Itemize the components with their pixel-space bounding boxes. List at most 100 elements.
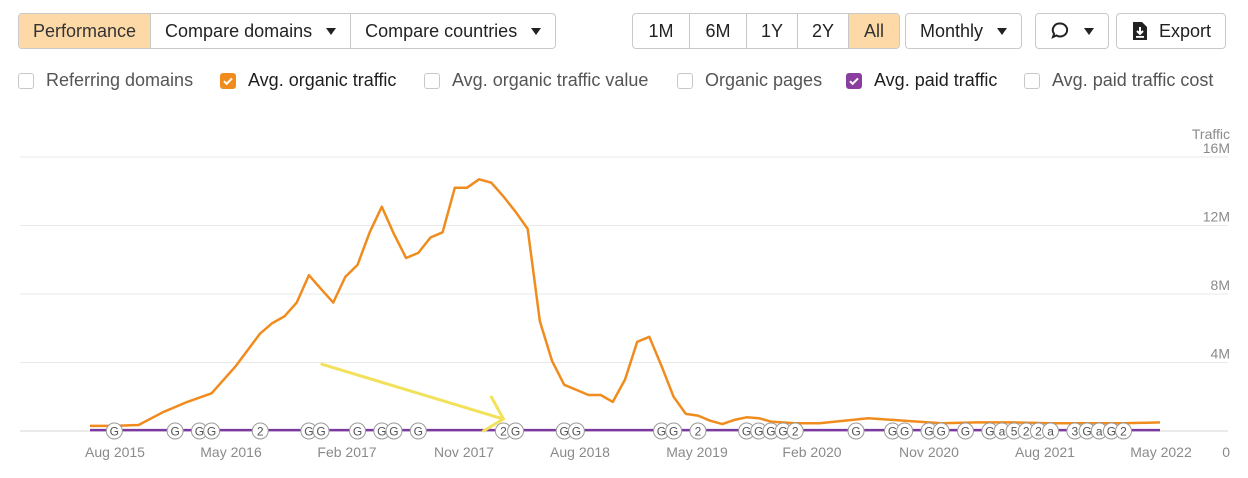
checkbox-unchecked[interactable] — [1024, 72, 1040, 89]
x-tick-label: May 2019 — [666, 444, 728, 460]
compare-countries-dropdown[interactable]: Compare countries — [351, 14, 555, 48]
annotation-marker-label: a — [1096, 425, 1103, 439]
caret-down-icon — [1084, 27, 1094, 35]
view-tabs: Performance Compare domains Compare coun… — [18, 13, 557, 49]
annotation-marker[interactable]: G — [203, 422, 221, 440]
legend-avg-organic-traffic[interactable]: Avg. organic traffic — [220, 70, 396, 91]
annotation-marker-label: G — [195, 425, 204, 439]
x-tick-label: Feb 2017 — [317, 444, 376, 460]
legend-referring-domains[interactable]: Referring domains — [18, 70, 193, 91]
range-1m-button[interactable]: 1M — [633, 14, 690, 48]
legend-avg-paid-traffic-cost[interactable]: Avg. paid traffic cost — [1024, 70, 1213, 91]
annotation-marker-label: G — [572, 425, 581, 439]
annotation-marker[interactable]: G — [847, 422, 865, 440]
y-tick-label: 12M — [1203, 209, 1230, 225]
annotation-marker-label: a — [1047, 425, 1054, 439]
annotation-marker[interactable]: G — [409, 422, 427, 440]
annotation-marker[interactable]: 2 — [689, 422, 707, 440]
y-tick-label: 16M — [1203, 140, 1230, 156]
annotation-marker-label: G — [1082, 425, 1091, 439]
checkmark-icon — [849, 77, 859, 85]
annotation-marker-label: G — [851, 425, 860, 439]
checkbox-unchecked[interactable] — [424, 72, 440, 89]
annotation-marker-label: G — [1107, 425, 1116, 439]
annotation-marker-label: G — [207, 425, 216, 439]
range-6m-button[interactable]: 6M — [690, 14, 747, 48]
annotation-marker[interactable]: 2 — [251, 422, 269, 440]
annotation-marker[interactable]: G — [762, 422, 780, 440]
annotation-marker-label: G — [414, 425, 423, 439]
download-file-icon — [1133, 22, 1147, 40]
legend-label: Referring domains — [46, 70, 194, 90]
compare-domains-dropdown[interactable]: Compare domains — [151, 14, 352, 48]
annotation-marker[interactable]: G — [932, 422, 950, 440]
legend-label: Avg. paid traffic cost — [1052, 70, 1214, 90]
annotation-marker-label: 2 — [1120, 425, 1127, 439]
range-1y-button[interactable]: 1Y — [747, 14, 798, 48]
annotation-marker-label: a — [999, 425, 1006, 439]
compare-domains-label: Compare domains — [165, 20, 313, 41]
annotation-marker[interactable]: 2 — [786, 422, 804, 440]
annotation-marker[interactable]: a — [1042, 422, 1060, 440]
export-button[interactable]: Export — [1116, 13, 1227, 49]
caret-down-icon — [326, 27, 337, 35]
annotation-marker-label: G — [742, 425, 751, 439]
annotation-marker-label: G — [377, 425, 386, 439]
annotation-marker[interactable]: G — [896, 422, 914, 440]
x-tick-label: May 2016 — [200, 444, 262, 460]
annotation-marker-label: 3 — [1072, 425, 1079, 439]
legend-label: Avg. paid traffic — [874, 70, 998, 90]
interval-label: Monthly — [920, 20, 984, 41]
interval-dropdown[interactable]: Monthly — [905, 13, 1023, 49]
checkbox-checked[interactable] — [846, 72, 862, 89]
annotation-marker[interactable]: 2 — [1115, 422, 1133, 440]
range-all-button[interactable]: All — [849, 14, 899, 48]
annotation-marker[interactable]: G — [349, 422, 366, 440]
annotation-marker[interactable]: G — [507, 422, 525, 440]
x-tick-label: Feb 2020 — [782, 444, 841, 460]
annotation-marker-label: G — [669, 425, 678, 439]
annotation-marker[interactable]: G — [567, 422, 585, 440]
legend-avg-organic-traffic-value[interactable]: Avg. organic traffic value — [424, 70, 648, 91]
annotation-marker-label: 5 — [1011, 425, 1018, 439]
annotation-marker[interactable]: G — [312, 422, 330, 440]
annotation-marker[interactable]: G — [166, 422, 184, 440]
annotation-marker[interactable]: G — [555, 422, 573, 440]
annotation-marker-label: G — [389, 425, 398, 439]
annotation-marker[interactable]: G — [920, 422, 938, 440]
highlight-arrow — [320, 362, 505, 433]
legend-organic-pages[interactable]: Organic pages — [677, 70, 822, 91]
checkbox-checked[interactable] — [220, 72, 236, 89]
annotation-marker-label: 2 — [500, 425, 507, 439]
legend-label: Avg. organic traffic value — [452, 70, 649, 90]
legend-label: Organic pages — [705, 70, 823, 90]
annotation-marker[interactable]: G — [956, 422, 974, 440]
annotation-marker[interactable]: G — [1078, 422, 1096, 440]
checkbox-unchecked[interactable] — [677, 72, 693, 89]
legend-avg-paid-traffic[interactable]: Avg. paid traffic — [846, 70, 997, 91]
annotation-marker-label: 2 — [257, 425, 264, 439]
x-tick-label: Aug 2018 — [550, 444, 610, 460]
annotation-marker[interactable]: G — [105, 422, 123, 440]
export-label: Export — [1159, 20, 1212, 41]
x-axis: Aug 2015 May 2016 Feb 2017 Nov 2017 Aug 2018… — [85, 444, 1192, 460]
annotation-marker[interactable]: G — [884, 422, 901, 440]
annotation-marker-label: G — [304, 425, 313, 439]
annotation-marker[interactable]: G — [385, 422, 403, 440]
annotation-marker-label: 2 — [1035, 425, 1042, 439]
checkbox-unchecked[interactable] — [18, 72, 34, 89]
caret-down-icon — [997, 27, 1008, 35]
annotation-marker-label: G — [961, 425, 970, 439]
metric-legend: Referring domains Avg. organic traffic A… — [18, 70, 1230, 94]
caret-down-icon — [531, 27, 542, 35]
x-tick-label: Aug 2021 — [1015, 444, 1075, 460]
annotation-marker-label: G — [353, 425, 362, 439]
y-axis: 0 4M 8M 12M 16M — [1203, 140, 1230, 460]
tab-performance[interactable]: Performance — [19, 14, 152, 48]
comment-dropdown[interactable] — [1035, 13, 1109, 49]
annotation-marker-label: G — [936, 425, 945, 439]
range-2y-button[interactable]: 2Y — [798, 14, 849, 48]
series-line — [90, 178, 1161, 428]
annotation-marker[interactable]: G — [665, 422, 683, 440]
